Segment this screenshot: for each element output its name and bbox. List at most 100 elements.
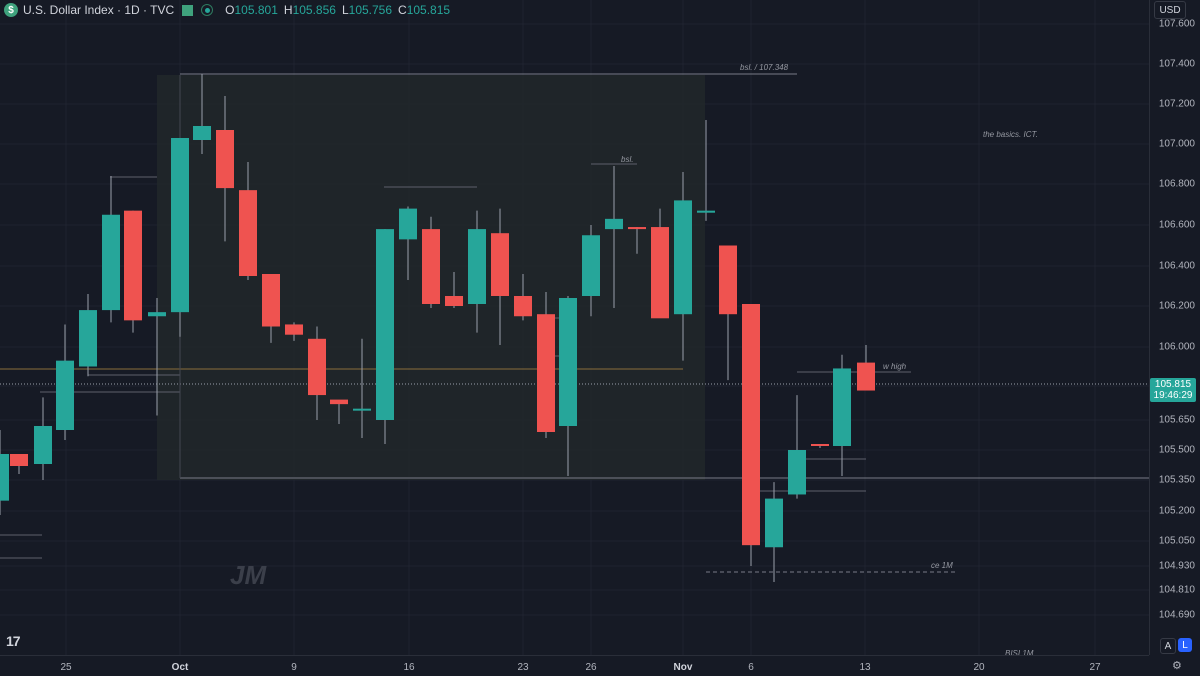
price-tick-label: 107.200: [1158, 98, 1195, 110]
candle-body: [56, 360, 74, 430]
chart-legend: $ U.S. Dollar Index · 1D · TVC O 105.801 …: [4, 2, 450, 18]
candle-body: [468, 229, 486, 304]
candle-body: [171, 138, 189, 313]
candle-body: [765, 498, 783, 548]
ohlc-l-value: 105.756: [348, 3, 393, 17]
candle-body: [376, 229, 394, 420]
candle-body: [674, 200, 692, 315]
price-tick-label: 105.200: [1158, 505, 1195, 517]
candle-body: [262, 274, 280, 327]
candle-body: [79, 310, 97, 367]
candle-body: [239, 190, 257, 276]
candle-body: [857, 362, 875, 391]
time-tick-label: 26: [585, 662, 597, 673]
log-scale-button[interactable]: L: [1178, 638, 1192, 652]
time-tick-label: 16: [403, 662, 415, 673]
candle-body: [0, 454, 9, 501]
ohlc-l-label: L: [341, 3, 349, 17]
last-price-label: 105.815 19:46:29: [1150, 378, 1196, 402]
candle-body: [308, 338, 326, 396]
bar-countdown: 19:46:29: [1153, 390, 1193, 401]
candle-body: [605, 218, 623, 230]
time-tick-label: 27: [1089, 662, 1101, 673]
candle-body: [34, 426, 52, 464]
candle-body: [582, 235, 600, 296]
time-tick-label: 20: [973, 662, 985, 673]
time-tick-label: Nov: [673, 662, 693, 673]
candle-body: [742, 304, 760, 546]
price-tick-label: 105.650: [1158, 414, 1195, 426]
annotation-w-high: w high: [883, 362, 907, 371]
candle-body: [788, 450, 806, 495]
last-price-value: 105.815: [1154, 379, 1192, 390]
price-axis[interactable]: 107.600 107.400 107.200 107.000 106.800 106.6…: [1149, 0, 1200, 655]
annotation-bsl: bsl.: [621, 155, 634, 164]
candle-body: [445, 296, 463, 306]
time-tick-label: 25: [60, 662, 72, 673]
candle-body: [422, 229, 440, 304]
price-tick-label: 106.600: [1158, 219, 1195, 231]
annotation-basics: the basics. ICT.: [983, 130, 1038, 139]
flag-icon[interactable]: [182, 4, 194, 16]
watermark-text: JM: [230, 560, 267, 590]
time-tick-label: 9: [291, 662, 297, 673]
chart-area[interactable]: [0, 0, 1149, 655]
candle-body: [216, 130, 234, 189]
price-tick-label: 104.930: [1158, 560, 1195, 572]
candle-body: [399, 208, 417, 240]
candle-body: [559, 298, 577, 426]
ohlc-c-label: C: [398, 3, 407, 17]
candle-body: [193, 126, 211, 140]
price-tick-label: 107.000: [1158, 138, 1195, 150]
candle-body: [811, 444, 829, 446]
price-tick-label: 104.690: [1158, 609, 1195, 621]
candle-body: [537, 314, 555, 432]
candles: [0, 74, 875, 582]
time-axis[interactable]: 25 Oct 9 16 23 26 Nov 6 13 20 27: [0, 655, 1149, 676]
price-tick-label: 107.400: [1158, 58, 1195, 70]
price-tick-label: 105.350: [1158, 474, 1195, 486]
time-tick-label: 13: [859, 662, 871, 673]
candle-body: [124, 210, 142, 321]
time-tick-label: 23: [517, 662, 529, 673]
ohlc-h-label: H: [283, 3, 293, 17]
auto-scale-button[interactable]: A: [1160, 638, 1176, 654]
candle-body: [353, 408, 371, 411]
market-status-icon[interactable]: [201, 4, 214, 16]
price-tick-label: 106.400: [1158, 260, 1195, 272]
ohlc-o-value: 105.801: [234, 3, 278, 17]
tradingview-logo-icon[interactable]: 17: [6, 633, 21, 649]
candle-body: [10, 454, 28, 466]
currency-button[interactable]: USD: [1154, 1, 1186, 19]
time-tick-label: 6: [748, 662, 754, 673]
price-tick-label: 106.000: [1158, 341, 1195, 353]
price-tick-label: 107.600: [1158, 18, 1195, 30]
price-tick-label: 104.810: [1158, 584, 1195, 596]
price-tick-label: 106.800: [1158, 178, 1195, 190]
candlestick-chart[interactable]: [0, 0, 1149, 655]
candle-body: [148, 312, 166, 317]
time-tick-label: Oct: [171, 662, 189, 673]
candle-body: [628, 227, 646, 230]
gear-icon[interactable]: ⚙: [1172, 660, 1182, 672]
ohlc-h-value: 105.856: [292, 3, 336, 17]
candle-body: [285, 324, 303, 335]
price-tick-label: 105.500: [1158, 444, 1195, 456]
candle-body: [514, 296, 532, 317]
price-tick-label: 106.200: [1158, 300, 1195, 312]
candle-body: [833, 368, 851, 446]
annotation-bsl-top: bsl. / 107.348: [740, 63, 789, 72]
annotation-bisi: BISI 1M: [1005, 649, 1034, 658]
symbol-title[interactable]: U.S. Dollar Index · 1D · TVC: [23, 3, 175, 17]
annotation-ce: ce 1M: [931, 561, 953, 570]
price-tick-label: 105.050: [1158, 535, 1195, 547]
candle-body: [719, 245, 737, 315]
candle-body: [651, 227, 669, 319]
ohlc-o-label: O: [225, 3, 235, 17]
candle-body: [491, 233, 509, 296]
ohlc-c-value: 105.815: [406, 3, 451, 17]
candle-body: [697, 210, 715, 213]
candle-body: [102, 214, 120, 311]
symbol-logo-icon: $: [4, 3, 18, 17]
candle-body: [330, 399, 348, 405]
